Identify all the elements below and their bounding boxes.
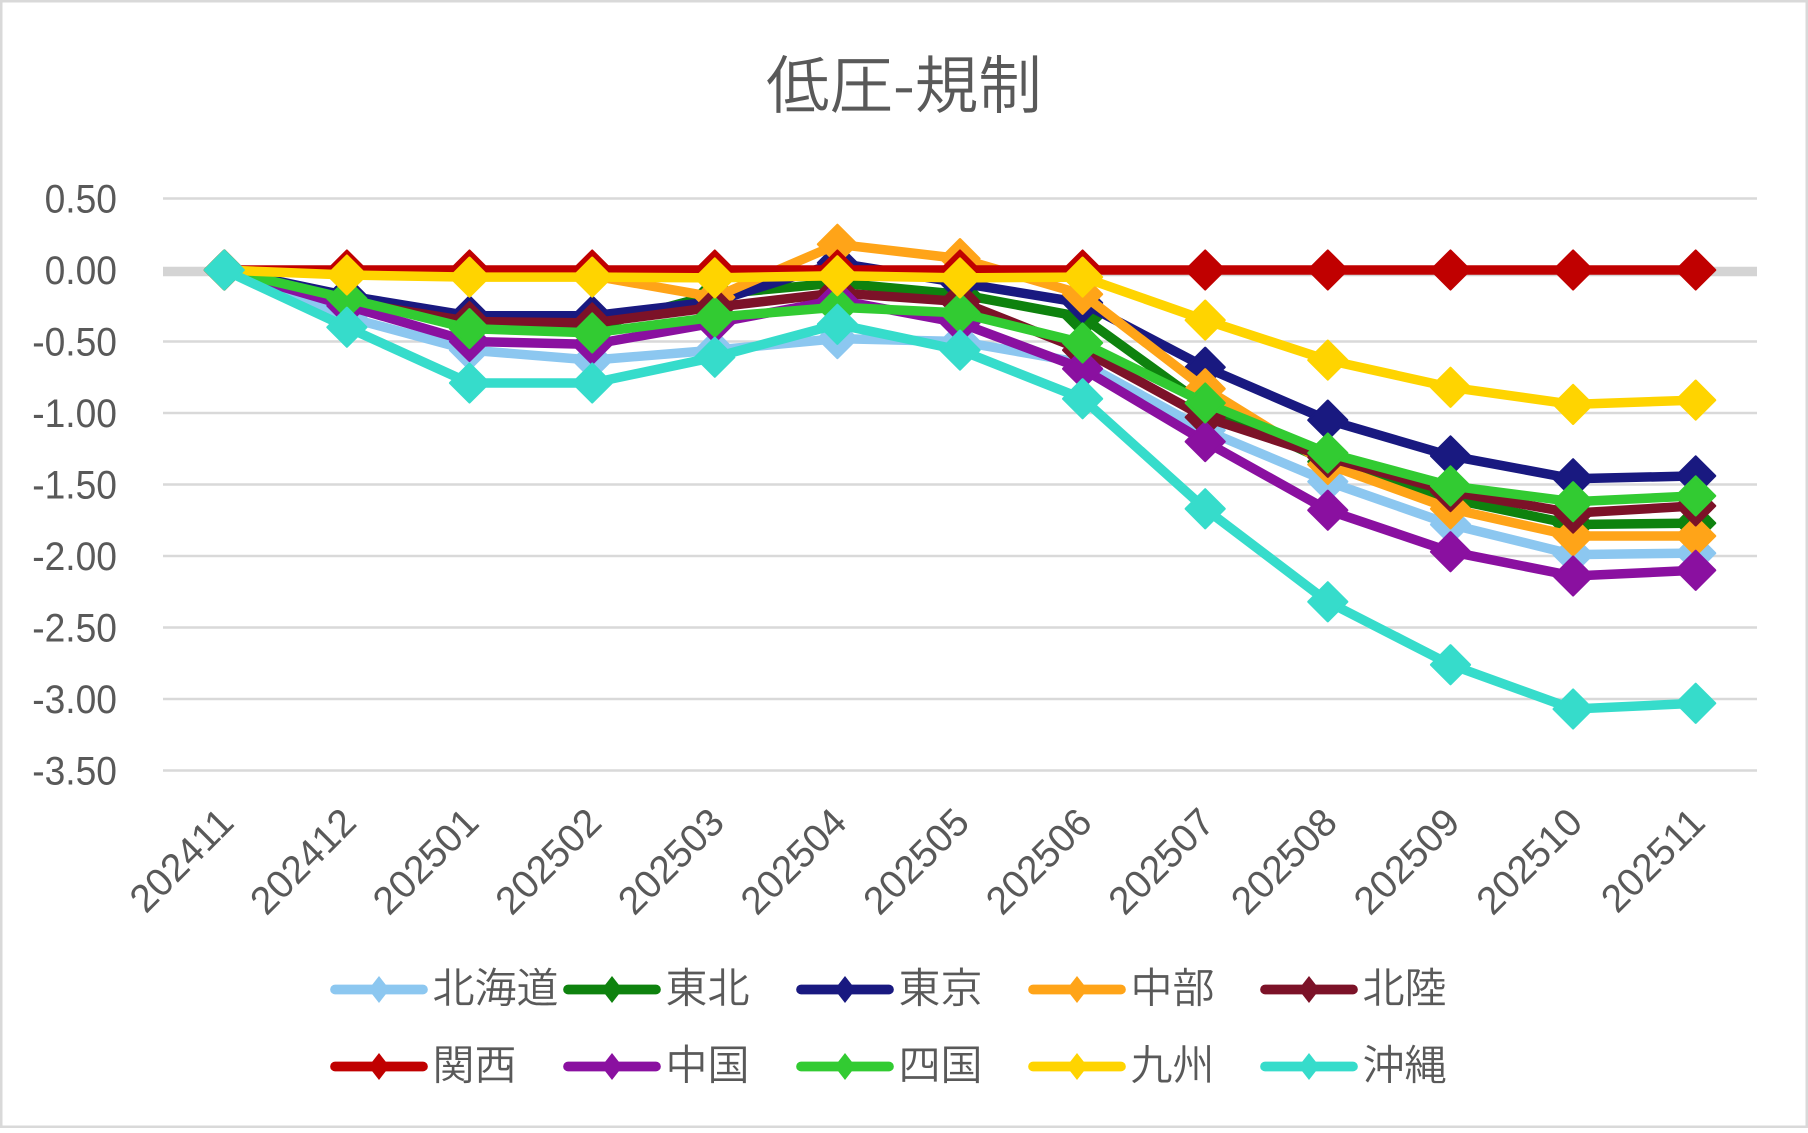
svg-text:-2.50: -2.50	[32, 606, 117, 651]
svg-text:0.50: 0.50	[45, 177, 117, 222]
svg-text:-3.00: -3.00	[32, 678, 117, 723]
svg-text:-2.00: -2.00	[32, 535, 117, 580]
svg-text:-3.50: -3.50	[32, 749, 117, 794]
svg-text:-0.50: -0.50	[32, 320, 117, 365]
svg-text:0.00: 0.00	[45, 249, 117, 294]
svg-text:-1.50: -1.50	[32, 463, 117, 508]
svg-text:-1.00: -1.00	[32, 392, 117, 437]
